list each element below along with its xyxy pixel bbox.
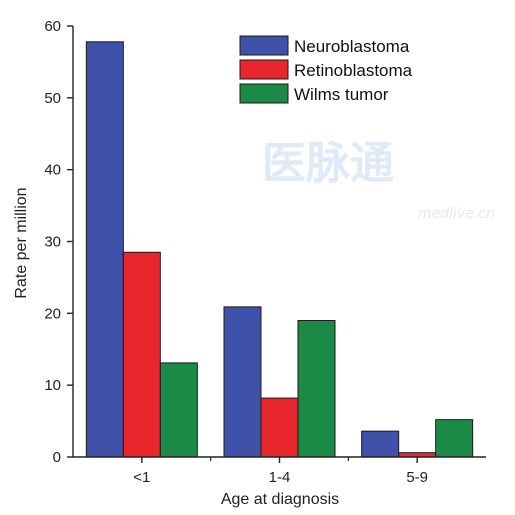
y-tick-label: 0 xyxy=(53,449,61,466)
y-tick-label: 30 xyxy=(44,234,61,251)
y-tick-label: 60 xyxy=(44,18,61,35)
y-tick-label: 50 xyxy=(44,90,61,107)
legend: Neuroblastoma Retinoblastoma Wilms tumor xyxy=(239,35,413,104)
bar-neuroblastoma xyxy=(223,306,262,458)
bar-neuroblastoma xyxy=(85,41,124,458)
y-tick-label: 10 xyxy=(44,377,61,394)
bars-group xyxy=(85,41,474,458)
watermark-url: medlive.cn xyxy=(418,206,495,222)
legend-swatch xyxy=(239,59,289,80)
x-ticks: <1 1-4 5-9 xyxy=(133,457,428,486)
watermark: 医脉通 medlive.cn xyxy=(262,138,495,222)
legend-label: Retinoblastoma xyxy=(294,61,413,80)
x-tick-label: 1-4 xyxy=(269,469,291,486)
watermark-text: 医脉通 xyxy=(262,138,394,189)
y-axis-title: Rate per million xyxy=(13,187,30,298)
x-tick-label: 5-9 xyxy=(406,469,428,486)
bar-wilms-tumor xyxy=(159,362,198,458)
legend-swatch xyxy=(239,83,289,104)
x-tick-label: <1 xyxy=(133,469,150,486)
y-ticks: 0 10 20 30 40 50 60 xyxy=(44,18,73,466)
bar-wilms-tumor xyxy=(435,419,474,458)
bar-wilms-tumor xyxy=(297,320,336,458)
x-axis-title: Age at diagnosis xyxy=(221,491,339,508)
legend-label: Neuroblastoma xyxy=(294,37,410,56)
bar-retinoblastoma xyxy=(260,397,299,458)
y-tick-label: 40 xyxy=(44,162,61,179)
y-tick-label: 20 xyxy=(44,305,61,322)
bar-neuroblastoma xyxy=(361,430,400,458)
legend-label: Wilms tumor xyxy=(294,85,389,104)
bar-retinoblastoma xyxy=(122,251,161,458)
legend-swatch xyxy=(239,35,289,56)
